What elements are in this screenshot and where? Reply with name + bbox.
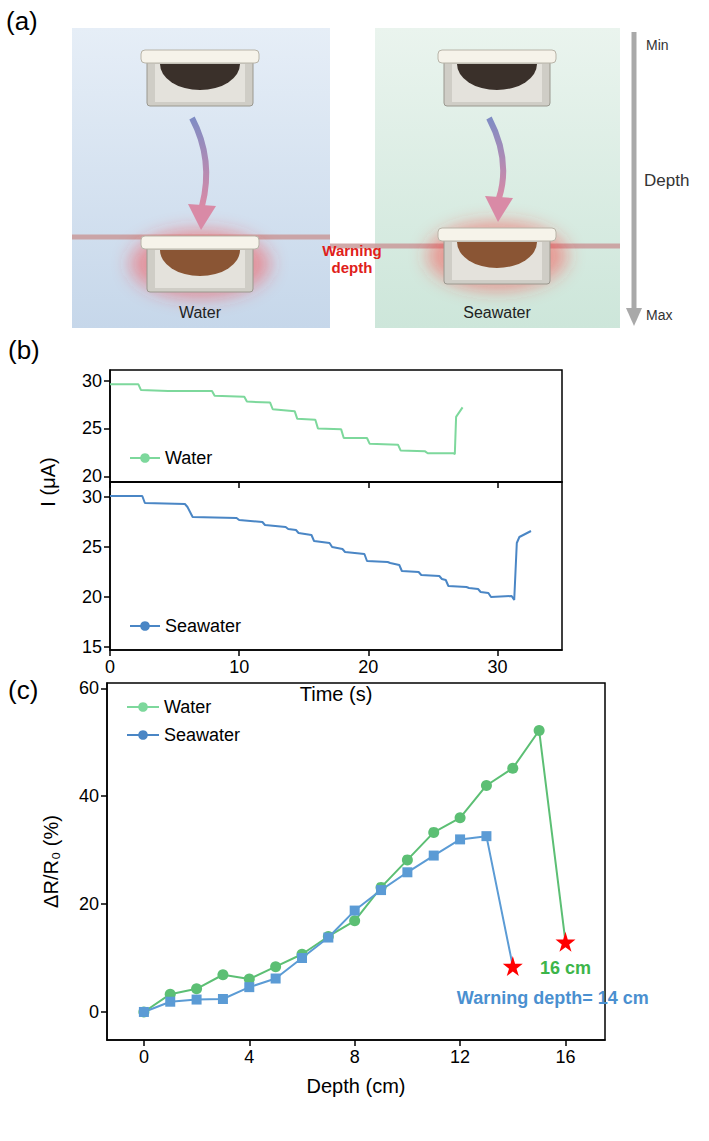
svg-text:Min: Min	[646, 37, 669, 53]
svg-text:60: 60	[79, 678, 99, 698]
svg-text:0: 0	[139, 1047, 149, 1067]
svg-text:20: 20	[358, 657, 378, 677]
svg-text:16: 16	[555, 1047, 575, 1067]
svg-text:Depth (cm): Depth (cm)	[307, 1075, 406, 1097]
svg-text:Water: Water	[164, 697, 211, 717]
svg-text:20: 20	[79, 894, 99, 914]
svg-text:Time (s): Time (s)	[300, 683, 373, 705]
svg-text:Seawater: Seawater	[463, 304, 531, 321]
svg-text:25: 25	[82, 418, 102, 438]
svg-text:25: 25	[82, 537, 102, 557]
svg-text:Seawater: Seawater	[164, 725, 240, 745]
svg-text:Water: Water	[179, 304, 222, 321]
svg-text:(a): (a)	[6, 6, 38, 36]
svg-text:8: 8	[350, 1047, 360, 1067]
svg-text:0: 0	[89, 1002, 99, 1022]
svg-text:Water: Water	[165, 448, 212, 468]
svg-text:16 cm: 16 cm	[540, 958, 591, 978]
svg-text:30: 30	[487, 657, 507, 677]
svg-text:ΔR/R₀ (%): ΔR/R₀ (%)	[40, 815, 62, 908]
svg-text:(b): (b)	[8, 335, 40, 365]
svg-text:15: 15	[82, 637, 102, 657]
svg-text:20: 20	[82, 466, 102, 486]
svg-text:Seawater: Seawater	[165, 616, 241, 636]
svg-text:(c): (c)	[8, 675, 38, 705]
svg-text:30: 30	[82, 487, 102, 507]
svg-text:10: 10	[229, 657, 249, 677]
svg-text:Warning depth= 14 cm: Warning depth= 14 cm	[457, 988, 649, 1008]
svg-text:4: 4	[244, 1047, 254, 1067]
svg-text:30: 30	[82, 371, 102, 391]
svg-text:20: 20	[82, 587, 102, 607]
svg-text:40: 40	[79, 786, 99, 806]
svg-text:I (μA): I (μA)	[37, 457, 59, 506]
svg-text:Max: Max	[646, 307, 672, 323]
svg-text:12: 12	[450, 1047, 470, 1067]
svg-text:0: 0	[105, 657, 115, 677]
svg-text:Warningdepth: Warningdepth	[322, 242, 381, 276]
svg-text:Depth: Depth	[644, 171, 689, 190]
